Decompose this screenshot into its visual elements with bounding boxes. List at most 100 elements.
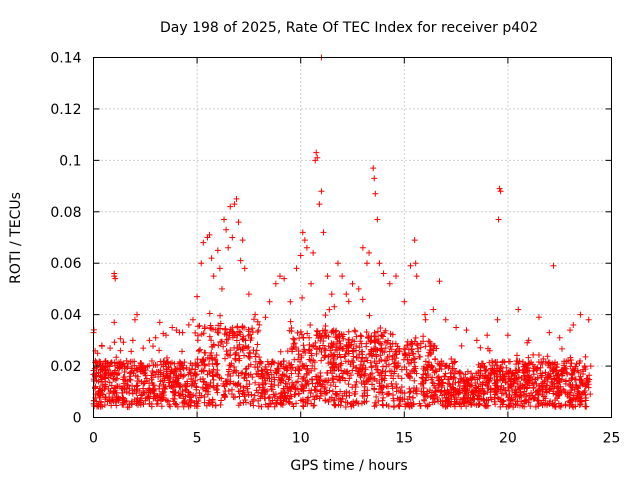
- noise-point: [234, 332, 241, 339]
- noise-point: [512, 370, 519, 377]
- y-tick-label: 0.08: [50, 205, 81, 221]
- noise-point: [430, 395, 437, 402]
- noise-point: [101, 401, 108, 408]
- noise-point: [398, 375, 405, 382]
- noise-point: [321, 385, 328, 392]
- noise-point: [138, 368, 145, 375]
- noise-point: [255, 381, 262, 388]
- noise-point: [97, 399, 104, 406]
- noise-point: [221, 393, 228, 400]
- noise-point: [526, 392, 533, 399]
- noise-point: [225, 335, 232, 342]
- noise-point: [222, 355, 229, 362]
- noise-point: [311, 402, 318, 409]
- noise-point: [274, 395, 281, 402]
- noise-point: [553, 383, 560, 390]
- noise-point: [426, 359, 433, 366]
- noise-point: [501, 359, 508, 366]
- noise-point: [200, 378, 207, 385]
- noise-point: [227, 378, 234, 385]
- noise-point: [479, 360, 486, 367]
- noise-point: [160, 392, 167, 399]
- noise-point: [548, 378, 555, 385]
- noise-point: [344, 368, 351, 375]
- noise-point: [300, 374, 307, 381]
- noise-point: [237, 383, 244, 390]
- noise-point: [207, 383, 214, 390]
- noise-point: [160, 373, 167, 380]
- noise-point: [403, 342, 410, 349]
- noise-point: [193, 398, 200, 405]
- noise-point: [423, 374, 430, 381]
- noise-point: [146, 400, 153, 407]
- noise-point: [106, 379, 113, 386]
- noise-point: [113, 354, 120, 361]
- noise-point: [473, 402, 480, 409]
- data-point: [272, 280, 279, 287]
- noise-point: [126, 376, 133, 383]
- noise-point: [156, 347, 163, 354]
- noise-point: [214, 367, 221, 374]
- noise-point: [409, 368, 416, 375]
- noise-point: [247, 361, 254, 368]
- noise-point: [420, 385, 427, 392]
- noise-point: [464, 385, 471, 392]
- data-point: [107, 345, 114, 352]
- noise-point: [236, 328, 243, 335]
- noise-point: [240, 335, 247, 342]
- noise-point: [313, 332, 320, 339]
- noise-point: [173, 401, 180, 408]
- noise-point: [394, 395, 401, 402]
- x-tick-label: 25: [603, 431, 621, 447]
- chart-title: Day 198 of 2025, Rate Of TEC Index for r…: [160, 20, 538, 36]
- y-axis-label: ROTI / TECUs: [8, 192, 24, 284]
- noise-point: [255, 397, 262, 404]
- noise-point: [175, 372, 182, 379]
- plot-frame: [93, 57, 612, 418]
- y-tick-label: 0.1: [59, 153, 81, 169]
- noise-point: [432, 356, 439, 363]
- noise-point: [429, 399, 436, 406]
- noise-point: [402, 401, 409, 408]
- data-point: [206, 231, 213, 238]
- noise-point: [177, 384, 184, 391]
- noise-point: [191, 370, 198, 377]
- noise-point: [329, 352, 336, 359]
- noise-point: [392, 355, 399, 362]
- noise-point: [379, 376, 386, 383]
- noise-point: [428, 362, 435, 369]
- noise-point: [196, 390, 203, 397]
- noise-point: [296, 335, 303, 342]
- y-tick-label: 0.02: [50, 359, 81, 375]
- noise-point: [505, 402, 512, 409]
- noise-point: [351, 327, 358, 334]
- noise-point: [522, 377, 529, 384]
- noise-point: [309, 362, 316, 369]
- noise-point: [390, 397, 397, 404]
- noise-point: [583, 394, 590, 401]
- noise-point: [244, 389, 251, 396]
- noise-point: [458, 403, 465, 410]
- noise-point: [280, 358, 287, 365]
- noise-point: [539, 360, 546, 367]
- noise-point: [475, 383, 482, 390]
- noise-point: [582, 391, 589, 398]
- noise-point: [384, 353, 391, 360]
- noise-point: [477, 364, 484, 371]
- noise-point: [503, 364, 510, 371]
- noise-point: [277, 394, 284, 401]
- noise-point: [542, 358, 549, 365]
- noise-point: [313, 373, 320, 380]
- y-tick-label: 0.14: [50, 51, 81, 67]
- noise-point: [577, 401, 584, 408]
- noise-point: [570, 322, 577, 329]
- noise-point: [501, 374, 508, 381]
- noise-point: [295, 391, 302, 398]
- noise-point: [455, 390, 462, 397]
- data-point: [577, 311, 584, 318]
- noise-point: [336, 344, 343, 351]
- noise-point: [572, 381, 579, 388]
- noise-point: [126, 370, 133, 377]
- noise-point: [108, 359, 115, 366]
- noise-point: [120, 399, 127, 406]
